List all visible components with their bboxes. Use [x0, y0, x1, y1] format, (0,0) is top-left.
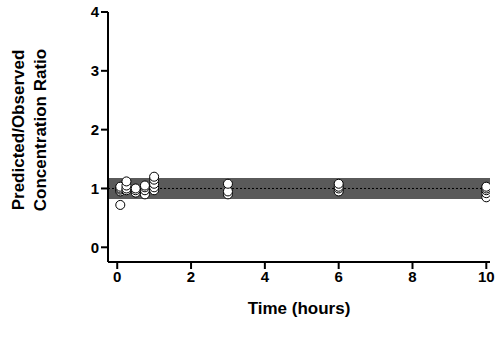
svg-text:8: 8: [408, 268, 416, 285]
svg-text:6: 6: [335, 268, 343, 285]
svg-text:3: 3: [91, 62, 99, 79]
svg-text:4: 4: [261, 268, 270, 285]
svg-text:1: 1: [91, 180, 99, 197]
html-text:Predicted/Observed: Predicted/Observed: [9, 49, 28, 211]
svg-text:2: 2: [91, 121, 99, 138]
svg-text:2: 2: [187, 268, 195, 285]
svg-text:10: 10: [478, 268, 492, 285]
svg-text:4: 4: [91, 3, 100, 20]
svg-text:Time (hours): Time (hours): [248, 299, 351, 318]
svg-text:0: 0: [113, 268, 121, 285]
svg-text:0: 0: [91, 239, 99, 256]
html-text:Concentration Ratio: Concentration Ratio: [31, 48, 50, 212]
